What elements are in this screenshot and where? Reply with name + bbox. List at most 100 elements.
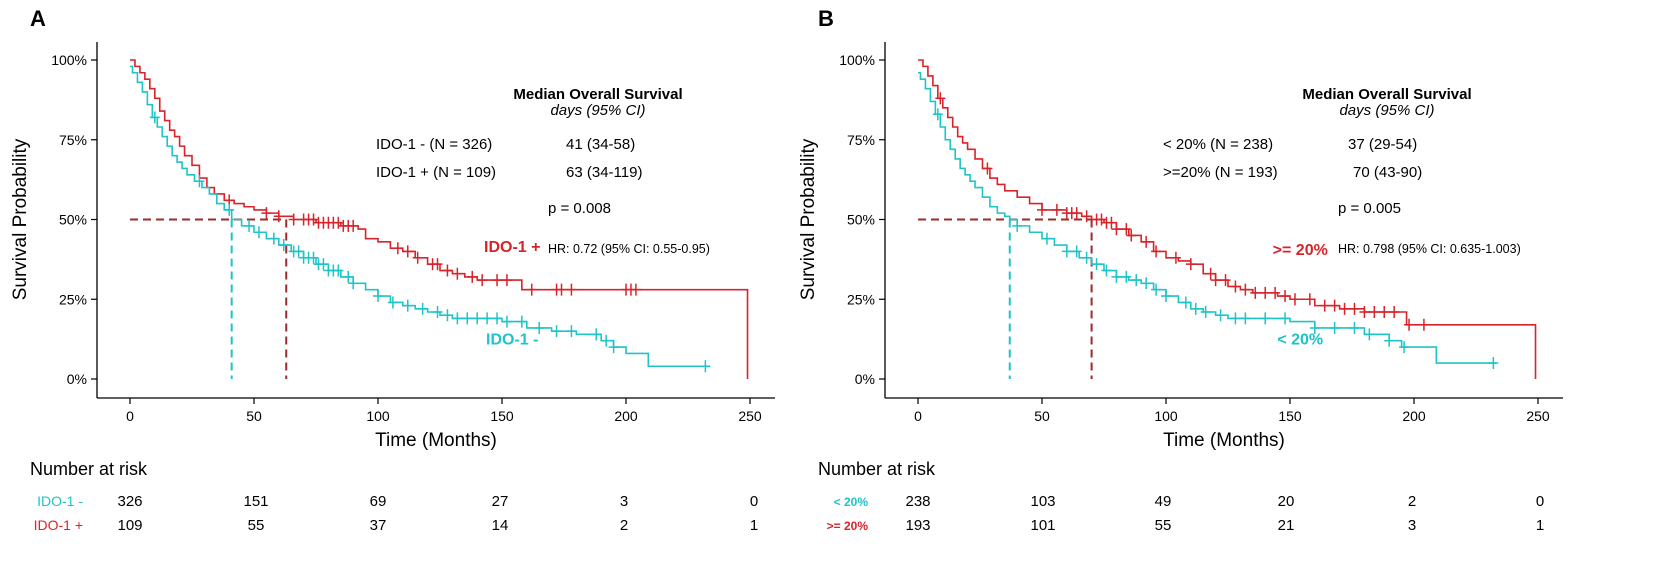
series-ido-1--censor-mark	[244, 219, 255, 232]
series-ido-1--censor-mark	[432, 258, 443, 271]
series-ido-1--censor-mark	[591, 328, 602, 341]
series--20--censor-mark	[1280, 290, 1291, 303]
risk-value: 2	[1408, 493, 1416, 510]
risk-value: 0	[1536, 493, 1544, 510]
legend-median-value: 63 (34-119)	[566, 164, 642, 181]
curve-label: IDO-1 +	[484, 239, 540, 256]
legend-group: >=20% (N = 193)	[1163, 164, 1278, 181]
panel-label: B	[818, 6, 834, 31]
risk-value: 55	[248, 517, 265, 534]
series--20-censor-censor-mark	[1260, 312, 1271, 325]
y-tick-label: 100%	[839, 52, 875, 68]
series-ido-1--censor-mark	[501, 315, 512, 328]
series-ido-1--censor-mark	[149, 111, 160, 124]
series--20--censor-mark	[1304, 293, 1315, 306]
series-ido-1--censor-mark	[373, 290, 383, 303]
series--20-censor-censor-mark	[1131, 274, 1142, 287]
series-ido-1--censor-mark	[308, 251, 319, 264]
series-ido-1--censor-mark	[452, 312, 463, 325]
series--20-censor-censor-mark	[932, 108, 943, 121]
series-ido-1--censor-mark	[261, 207, 272, 220]
y-tick-label: 75%	[847, 132, 875, 148]
series-ido-1--censor-mark	[556, 283, 567, 296]
series--20--censor-mark	[1404, 318, 1415, 331]
series--20--censor-mark	[1141, 235, 1152, 248]
series--20--censor-mark	[1379, 306, 1390, 319]
risk-value: 14	[492, 517, 509, 534]
series--20-censor-censor-mark	[1280, 312, 1291, 325]
series--20-censor-censor-mark	[1488, 357, 1499, 370]
series--20--censor-mark	[1096, 213, 1107, 226]
series-ido-1--censor-mark	[551, 325, 562, 338]
series-ido-1--censor-mark	[253, 226, 264, 239]
series--20--censor-mark	[1418, 318, 1429, 331]
risk-value: 0	[750, 493, 758, 510]
y-tick-label: 0%	[855, 371, 875, 387]
series--20--censor-mark	[1289, 293, 1300, 306]
series--20-censor-censor-mark	[1012, 219, 1023, 232]
series-ido-1--censor-mark	[477, 274, 488, 287]
series-ido-1--censor-mark	[501, 274, 512, 287]
series--20--censor-mark	[1389, 306, 1400, 319]
panel-A: A 0% 25% 50% 75% 100% 0 50 100 150 200 250 Time (Mon…	[10, 6, 775, 534]
series-ido-1--censor-mark	[268, 232, 279, 245]
series-ido-1--censor-mark	[412, 251, 423, 264]
series--20-censor-censor-mark	[1121, 270, 1132, 283]
x-axis-title: Time (Months)	[1163, 430, 1285, 451]
series--20-censor-censor-mark	[1161, 290, 1171, 303]
legend-group: < 20% (N = 238)	[1163, 136, 1273, 153]
legend-title: Median Overall Survival	[513, 86, 682, 103]
series-ido-1--censor-mark	[224, 203, 235, 216]
series-ido-1--censor-mark	[700, 360, 711, 373]
series--20--censor-mark	[1071, 207, 1082, 220]
series--20-censor-censor-mark	[1309, 321, 1320, 334]
series--20--censor-mark	[1270, 286, 1281, 299]
series--20-censor-censor-mark	[1141, 277, 1152, 290]
x-tick-label: 200	[1402, 408, 1426, 424]
series--20--censor-mark	[1037, 203, 1047, 216]
risk-row-label: >= 20%	[827, 519, 869, 533]
risk-table-title: Number at risk	[30, 459, 148, 479]
series--20-censor-censor-mark	[1151, 283, 1162, 296]
series-ido-1--censor-mark	[333, 216, 344, 229]
series--20--censor-mark	[1329, 299, 1340, 312]
series-ido-1--censor-mark	[472, 312, 483, 325]
y-tick-label: 100%	[51, 52, 87, 68]
risk-value: 37	[370, 517, 387, 534]
series-ido-1--censor-mark	[348, 219, 359, 232]
series--20--censor-mark	[1205, 267, 1216, 280]
series--20--censor-mark	[1051, 203, 1062, 216]
series--20-censor-censor-mark	[1091, 258, 1102, 271]
series--20-censor-censor-mark	[1101, 264, 1112, 277]
legend-subtitle: days (95% CI)	[550, 102, 645, 119]
series-ido-1--censor-mark	[402, 245, 413, 258]
series--20--curve	[918, 71, 1496, 364]
series-ido-1--censor-mark	[452, 267, 463, 280]
series-ido-1--censor-mark	[526, 283, 537, 296]
series--20--censor-mark	[1319, 299, 1330, 312]
series-ido-1--censor-mark	[194, 175, 205, 188]
series-ido-1--censor-mark	[333, 264, 344, 277]
risk-value: 1	[750, 517, 758, 534]
series--20--censor-mark	[1230, 280, 1241, 293]
series-ido-1--censor-mark	[343, 270, 354, 283]
series--20-censor-censor-mark	[1230, 312, 1241, 325]
series-ido-1--censor-mark	[417, 302, 428, 315]
series--20--censor-mark	[1170, 251, 1181, 264]
series--20-censor-censor-mark	[1200, 306, 1211, 319]
series--20--censor-mark	[1151, 245, 1162, 258]
x-axis-title: Time (Months)	[375, 430, 497, 451]
series--20--censor-mark	[1220, 274, 1231, 287]
risk-value: 49	[1155, 493, 1172, 510]
curve-label: IDO-1 -	[486, 331, 538, 348]
series-ido-1--censor-mark	[273, 210, 284, 223]
risk-value: 20	[1278, 493, 1295, 510]
p-value: p = 0.008	[548, 200, 611, 217]
series-ido-1--censor-mark	[630, 283, 641, 296]
panel-label: A	[30, 6, 46, 31]
series--20-censor-censor-mark	[1081, 251, 1092, 264]
y-tick-label: 50%	[59, 212, 87, 228]
series-ido-1--censor-mark	[402, 299, 413, 312]
series--20-censor-censor-mark	[1190, 302, 1201, 315]
x-tick-label: 50	[1034, 408, 1050, 424]
